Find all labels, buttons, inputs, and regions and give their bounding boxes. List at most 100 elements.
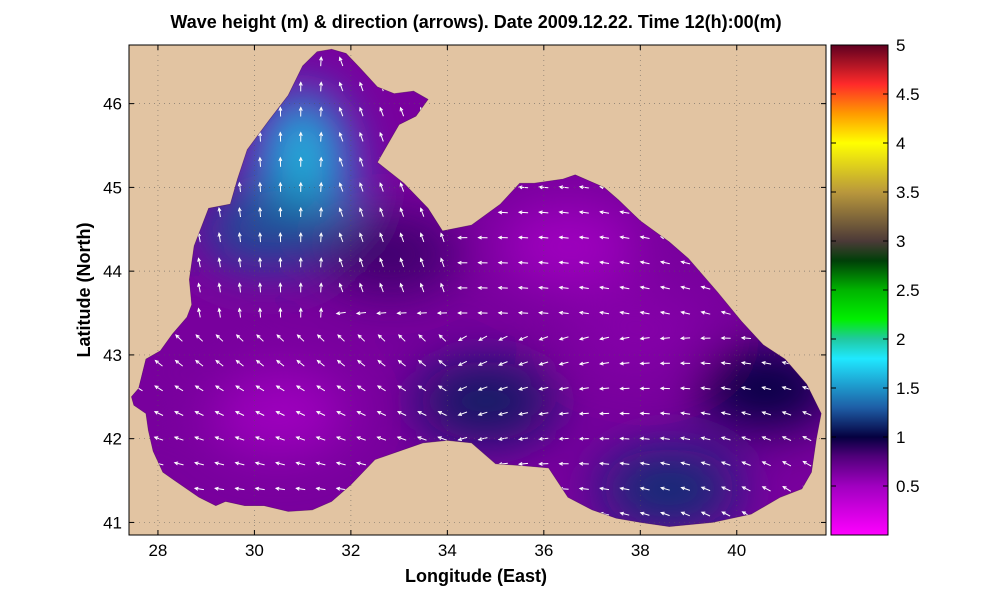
direction-arrow xyxy=(497,260,508,265)
direction-arrow xyxy=(258,282,263,293)
colorbar-tick-label: 1 xyxy=(896,428,905,447)
direction-arrow xyxy=(639,461,650,466)
direction-arrow xyxy=(558,260,569,265)
direction-arrow xyxy=(418,334,426,342)
direction-arrow xyxy=(761,361,772,365)
direction-arrow xyxy=(517,210,529,215)
direction-arrow xyxy=(457,411,468,416)
colorbar-tick-label: 4 xyxy=(896,134,905,153)
direction-arrow xyxy=(278,106,283,117)
direction-arrow xyxy=(578,285,589,290)
direction-arrow xyxy=(275,411,285,416)
direction-arrow xyxy=(295,461,306,466)
direction-arrow xyxy=(477,437,488,441)
direction-arrow xyxy=(497,411,508,416)
direction-arrow xyxy=(359,257,364,268)
direction-arrow xyxy=(235,334,244,342)
direction-arrow xyxy=(235,359,244,367)
direction-arrow xyxy=(477,285,488,290)
direction-arrow xyxy=(497,285,508,290)
direction-arrow xyxy=(254,486,265,491)
direction-arrow xyxy=(578,235,589,240)
direction-arrow xyxy=(319,81,324,92)
direction-arrow xyxy=(254,461,265,466)
direction-arrow xyxy=(295,385,305,392)
direction-arrow xyxy=(193,486,204,491)
direction-arrow xyxy=(517,285,529,290)
direction-arrow xyxy=(598,386,610,391)
direction-arrow xyxy=(598,461,610,466)
direction-arrow xyxy=(578,210,589,215)
x-tick-label: 36 xyxy=(534,541,553,560)
direction-arrow xyxy=(315,411,326,416)
direction-arrow xyxy=(619,511,630,516)
direction-arrow xyxy=(173,461,184,466)
direction-arrow xyxy=(336,385,346,392)
direction-arrow xyxy=(153,436,164,441)
direction-arrow xyxy=(379,131,384,142)
wave-height-region xyxy=(497,206,638,286)
direction-arrow xyxy=(700,511,711,517)
direction-arrow xyxy=(741,436,751,441)
x-axis-label: Longitude (East) xyxy=(405,566,547,586)
direction-arrow xyxy=(417,359,427,367)
direction-arrow xyxy=(274,461,285,466)
direction-arrow xyxy=(276,334,285,342)
direction-arrow xyxy=(659,436,670,441)
direction-arrow xyxy=(538,260,549,265)
y-axis-label: Latitude (North) xyxy=(74,223,94,358)
chart-title: Wave height (m) & direction (arrows). Da… xyxy=(170,12,781,32)
direction-arrow xyxy=(194,461,204,466)
direction-arrow xyxy=(315,436,326,441)
direction-arrow xyxy=(440,232,445,243)
direction-arrow xyxy=(720,436,731,441)
direction-arrow xyxy=(680,260,691,265)
direction-arrow xyxy=(356,411,366,416)
direction-arrow xyxy=(338,257,344,268)
direction-arrow xyxy=(497,311,508,315)
direction-arrow xyxy=(558,386,569,391)
direction-arrow xyxy=(337,334,345,342)
colorbar-tick-label: 0.5 xyxy=(896,477,920,496)
direction-arrow xyxy=(720,310,731,315)
colorbar-ticks: 0.5 1 1.5 2 2.5 3 3.5 4 4.5 5 xyxy=(831,36,920,496)
direction-arrow xyxy=(298,282,303,293)
direction-arrow xyxy=(295,436,306,441)
direction-arrow xyxy=(700,411,711,416)
direction-arrow xyxy=(802,460,812,467)
direction-arrow xyxy=(419,282,425,293)
direction-arrow xyxy=(338,182,344,192)
y-tick-label: 44 xyxy=(103,262,122,281)
direction-arrow xyxy=(319,56,324,67)
direction-arrow xyxy=(356,359,366,367)
direction-arrow xyxy=(319,106,324,117)
direction-arrow xyxy=(518,411,529,416)
direction-arrow xyxy=(538,411,549,416)
direction-arrow xyxy=(659,260,670,265)
direction-arrow xyxy=(376,311,387,316)
direction-arrow xyxy=(558,336,569,341)
colorbar: 0.5 1 1.5 2 2.5 3 3.5 4 4.5 5 xyxy=(830,36,920,536)
direction-arrow xyxy=(558,310,569,315)
direction-arrow xyxy=(659,486,670,491)
direction-arrow xyxy=(237,282,242,293)
direction-arrow xyxy=(194,411,204,416)
direction-arrow xyxy=(639,336,650,341)
direction-arrow xyxy=(700,285,711,290)
direction-arrow xyxy=(578,361,589,366)
direction-arrow xyxy=(538,336,549,341)
direction-arrow xyxy=(679,361,691,366)
colorbar-tick-label: 3 xyxy=(896,232,905,251)
direction-arrow xyxy=(338,282,344,293)
direction-arrow xyxy=(217,232,222,243)
direction-arrow xyxy=(417,385,427,392)
direction-arrow xyxy=(518,335,528,341)
direction-arrow xyxy=(359,207,364,217)
direction-arrow xyxy=(397,334,406,342)
direction-arrow xyxy=(215,334,224,342)
direction-arrow xyxy=(379,106,384,117)
direction-arrow xyxy=(298,81,303,92)
direction-arrow xyxy=(338,156,344,167)
direction-arrow xyxy=(255,359,265,367)
direction-arrow xyxy=(359,232,364,243)
